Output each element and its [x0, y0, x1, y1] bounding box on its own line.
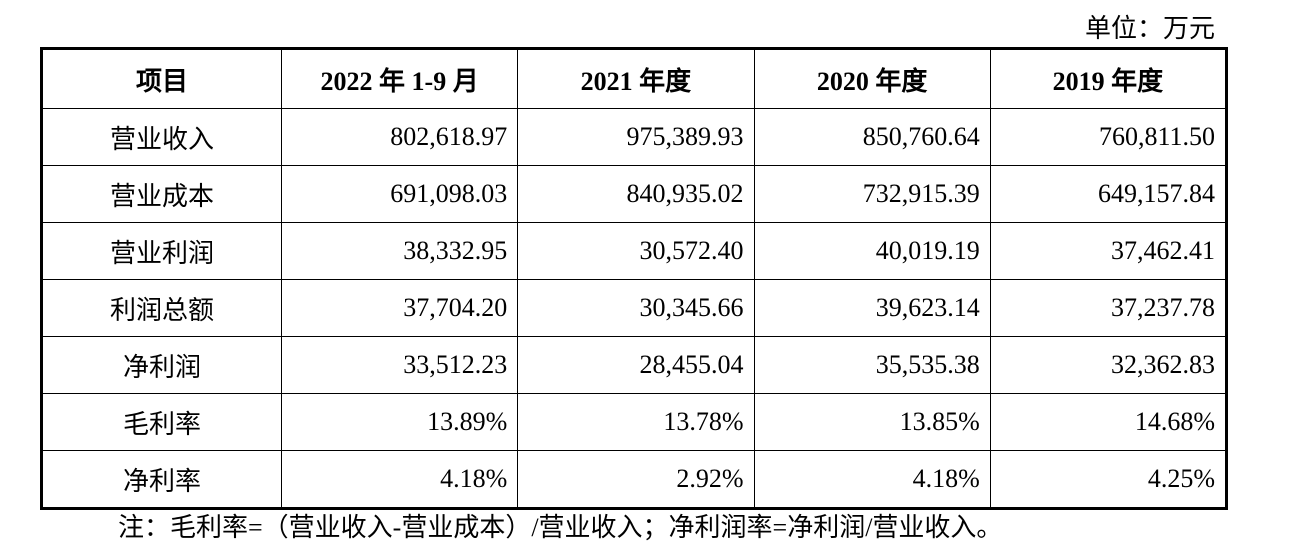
cell: 802,618.97	[280, 108, 519, 166]
footnote: 注：毛利率=（营业收入-营业成本）/营业收入；净利润率=净利润/营业收入。	[118, 513, 1003, 542]
cell: 13.89%	[280, 393, 519, 451]
row-label: 营业收入	[41, 108, 282, 166]
cell: 35,535.38	[753, 336, 991, 394]
unit-label: 单位：万元	[1084, 14, 1215, 43]
cell: 37,704.20	[280, 279, 519, 337]
header-row: 项目 2022 年 1-9 月 2021 年度 2020 年度 2019 年度	[41, 48, 1228, 109]
cell: 37,462.41	[989, 222, 1228, 280]
table-row: 毛利率 13.89% 13.78% 13.85% 14.68%	[41, 393, 1228, 451]
column-header: 项目	[41, 48, 282, 109]
column-header: 2020 年度	[753, 48, 991, 109]
cell: 14.68%	[989, 393, 1228, 451]
column-header: 2022 年 1-9 月	[280, 48, 519, 109]
cell: 850,760.64	[753, 108, 991, 166]
cell: 28,455.04	[517, 336, 755, 394]
cell: 4.25%	[989, 450, 1228, 509]
cell: 4.18%	[280, 450, 519, 509]
column-header: 2021 年度	[517, 48, 755, 109]
cell: 30,345.66	[517, 279, 755, 337]
row-label: 净利率	[41, 450, 282, 509]
cell: 13.85%	[753, 393, 991, 451]
cell: 40,019.19	[753, 222, 991, 280]
financial-table: 项目 2022 年 1-9 月 2021 年度 2020 年度 2019 年度 营业收入…	[40, 47, 1228, 510]
cell: 975,389.93	[517, 108, 755, 166]
table-body: 营业收入 802,618.97 975,389.93 850,760.64 760,81…	[41, 108, 1228, 509]
row-label: 营业成本	[41, 165, 282, 223]
row-label: 利润总额	[41, 279, 282, 337]
cell: 37,237.78	[989, 279, 1228, 337]
cell: 39,623.14	[753, 279, 991, 337]
cell: 2.92%	[517, 450, 755, 509]
cell: 32,362.83	[989, 336, 1228, 394]
table-row: 净利润 33,512.23 28,455.04 35,535.38 32,362.83	[41, 336, 1228, 394]
cell: 732,915.39	[753, 165, 991, 223]
table-row: 净利率 4.18% 2.92% 4.18% 4.25%	[41, 450, 1228, 509]
column-header: 2019 年度	[989, 48, 1228, 109]
cell: 649,157.84	[989, 165, 1228, 223]
cell: 30,572.40	[517, 222, 755, 280]
row-label: 净利润	[41, 336, 282, 394]
table-row: 营业成本 691,098.03 840,935.02 732,915.39 649,15…	[41, 165, 1228, 223]
cell: 4.18%	[753, 450, 991, 509]
cell: 760,811.50	[989, 108, 1228, 166]
row-label: 毛利率	[41, 393, 282, 451]
table-row: 利润总额 37,704.20 30,345.66 39,623.14 37,237.78	[41, 279, 1228, 337]
cell: 691,098.03	[280, 165, 519, 223]
cell: 13.78%	[517, 393, 755, 451]
table-row: 营业收入 802,618.97 975,389.93 850,760.64 760,81…	[41, 108, 1228, 166]
cell: 38,332.95	[280, 222, 519, 280]
row-label: 营业利润	[41, 222, 282, 280]
cell: 840,935.02	[517, 165, 755, 223]
table-row: 营业利润 38,332.95 30,572.40 40,019.19 37,462.41	[41, 222, 1228, 280]
cell: 33,512.23	[280, 336, 519, 394]
